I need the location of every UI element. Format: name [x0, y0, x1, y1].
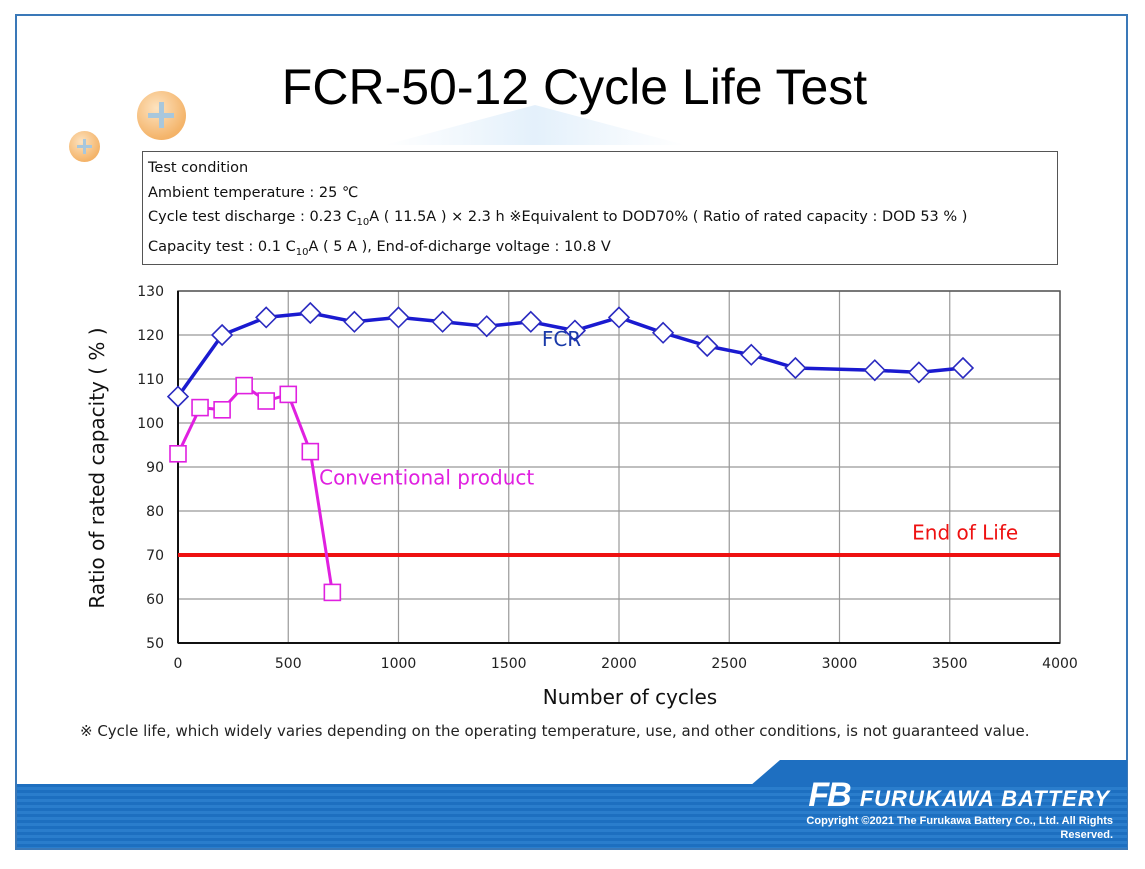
chart-series — [166, 301, 975, 602]
conventional-series — [169, 376, 342, 602]
test-condition-heading: Test condition — [148, 160, 249, 176]
data-point-diamond — [951, 356, 975, 380]
end-of-life-label: End of Life — [912, 521, 1018, 545]
data-point-diamond — [255, 306, 278, 329]
x-tick-label: 1500 — [491, 656, 527, 672]
y-tick-label: 130 — [137, 284, 164, 300]
data-point-diamond — [696, 334, 719, 358]
data-point-square — [191, 398, 209, 417]
test-condition-box: Test condition Ambient temperature : 25 … — [142, 151, 1058, 265]
x-tick-label: 2500 — [711, 656, 747, 672]
data-point-diamond — [519, 310, 542, 333]
capacity-prefix: Capacity test : 0.1 C — [148, 239, 296, 256]
ambient-temperature: Ambient temperature : 25 ℃ — [148, 184, 359, 201]
copyright: Copyright ©2021 The Furukawa Battery Co.… — [806, 815, 1113, 841]
chart-ticks: 50 60 70 80 90 100 110 120 130 0 500 1000 1500 2000 25… — [137, 284, 1078, 672]
chart-annotations: FCR Conventional product End of Life — [319, 327, 1018, 545]
x-axis-label: Number of cycles — [543, 685, 717, 709]
footnote: ※ Cycle life, which widely varies depend… — [80, 722, 1030, 740]
data-point-diamond — [387, 306, 410, 329]
bubble-small-icon — [69, 131, 100, 162]
y-axis-label: Ratio of rated capacity ( % ) — [85, 327, 109, 608]
data-point-diamond — [299, 301, 322, 325]
x-tick-label: 2000 — [601, 656, 637, 672]
data-point-diamond — [740, 343, 763, 366]
data-point-square — [169, 444, 187, 463]
data-point-diamond — [907, 361, 931, 384]
discharge-prefix: Cycle test discharge : 0.23 C — [148, 209, 357, 225]
data-point-diamond — [651, 321, 675, 344]
cycle-test-discharge: Cycle test discharge : 0.23 C10A ( 11.5A… — [148, 205, 1052, 235]
footer-band-raised — [750, 760, 1127, 786]
data-point-diamond — [431, 310, 454, 333]
y-tick-label: 60 — [146, 592, 164, 608]
data-point-square — [279, 385, 298, 404]
y-tick-label: 100 — [137, 416, 164, 432]
data-point-square — [323, 583, 342, 602]
fb-logo-icon: FB — [808, 776, 851, 814]
chart-grid — [177, 290, 1061, 644]
x-tick-label: 1000 — [381, 656, 417, 672]
y-tick-label: 120 — [137, 328, 164, 344]
data-point-diamond — [784, 356, 807, 380]
brand-name: FURUKAWA BATTERY — [859, 786, 1110, 811]
y-tick-label: 110 — [137, 372, 164, 388]
x-tick-label: 0 — [174, 656, 183, 672]
data-point-diamond — [863, 359, 886, 382]
y-tick-label: 50 — [146, 636, 164, 652]
page-title: FCR-50-12 Cycle Life Test — [281, 59, 868, 115]
data-point-diamond — [607, 306, 631, 329]
fcr-series — [166, 301, 975, 408]
brand-logo: FB FURUKAWA BATTERY — [808, 776, 1110, 815]
capacity-test: Capacity test : 0.1 C10A ( 5 A ), End-of… — [148, 235, 1052, 265]
data-point-square — [213, 400, 231, 419]
discharge-sub: 10 — [356, 216, 370, 228]
x-tick-label: 500 — [275, 656, 302, 672]
data-point-square — [235, 376, 253, 395]
data-point-square — [257, 392, 276, 410]
bubble-large-icon — [137, 91, 186, 140]
slide-frame — [15, 14, 1128, 850]
x-tick-label: 4000 — [1042, 656, 1078, 672]
discharge-suffix: A ( 11.5A ) × 2.3 h ※Equivalent to DOD70… — [369, 209, 968, 225]
data-point-diamond — [343, 310, 366, 333]
data-point-square — [301, 442, 320, 461]
y-tick-label: 80 — [146, 504, 164, 520]
x-tick-label: 3000 — [822, 656, 858, 672]
data-point-diamond — [475, 315, 498, 338]
data-point-diamond — [166, 385, 190, 408]
footer-band — [17, 784, 1127, 848]
capacity-sub: 10 — [295, 247, 309, 259]
fcr-label: FCR — [542, 327, 581, 351]
data-point-diamond — [563, 319, 587, 342]
conventional-product-label: Conventional product — [319, 466, 534, 490]
y-tick-label: 70 — [146, 548, 164, 564]
x-tick-label: 3500 — [932, 656, 968, 672]
y-tick-label: 90 — [146, 460, 164, 476]
data-point-diamond — [210, 323, 234, 347]
series-line — [176, 384, 334, 593]
capacity-suffix: A ( 5 A ), End-of-dicharge voltage : 10.… — [308, 239, 611, 256]
